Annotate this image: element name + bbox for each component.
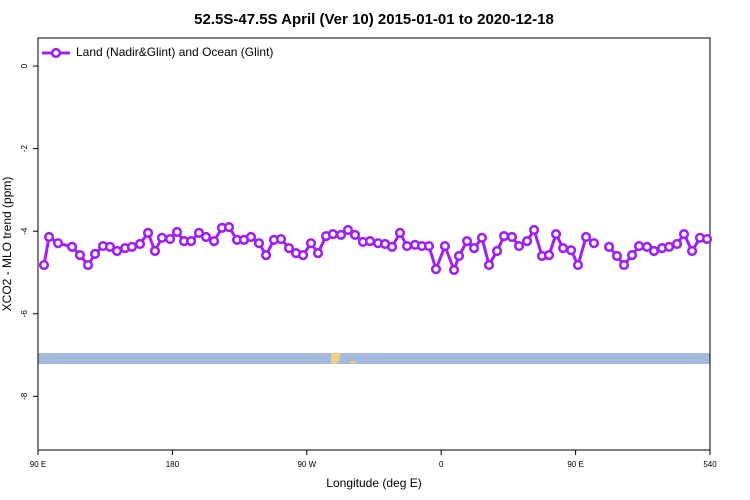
y-axis-label: XCO2 - MLO trend (ppm): [0, 177, 14, 312]
point: [245, 231, 257, 243]
point: [223, 221, 235, 233]
point: [528, 224, 540, 236]
point: [453, 250, 465, 262]
point: [498, 231, 510, 242]
point: [506, 231, 518, 243]
point: [663, 241, 675, 252]
point: [566, 245, 577, 256]
point: [200, 231, 212, 243]
point: [312, 247, 324, 259]
x-axis-label: Longitude (deg E): [326, 476, 421, 490]
point: [401, 240, 413, 252]
point: [126, 241, 138, 252]
land-patch: [331, 353, 341, 364]
point: [461, 236, 473, 247]
y-tick-label: -8: [20, 392, 29, 400]
point: [641, 241, 653, 252]
point: [394, 227, 406, 238]
surface-strip: [38, 353, 710, 364]
point: [468, 243, 480, 254]
x-tick-label: 180: [166, 460, 180, 469]
y-tick-label: -4: [20, 227, 29, 235]
point: [89, 248, 101, 260]
point: [208, 236, 220, 247]
y-tick-label: 0: [20, 63, 29, 68]
point: [335, 229, 347, 241]
point: [557, 243, 569, 254]
point: [342, 224, 354, 236]
x-tick-label: 90 W: [297, 460, 316, 469]
point: [52, 238, 64, 249]
chart-title: 52.5S-47.5S April (Ver 10) 2015-01-01 to…: [194, 11, 554, 28]
point: [588, 238, 600, 249]
point: [43, 231, 55, 243]
point: [38, 259, 50, 271]
point: [476, 232, 488, 243]
ocean-band: [38, 353, 710, 364]
point: [156, 232, 168, 243]
point: [193, 227, 205, 238]
point: [618, 259, 630, 271]
x-tick-label: 0: [439, 460, 444, 469]
point: [483, 259, 495, 271]
point: [686, 245, 698, 257]
land-patch: [350, 361, 356, 363]
point: [603, 241, 615, 252]
point: [74, 250, 86, 261]
point: [386, 241, 398, 252]
x-tick-label: 90 E: [567, 460, 583, 469]
point: [142, 227, 154, 238]
point: [82, 259, 94, 271]
y-tick-label: -2: [20, 145, 29, 153]
point: [671, 238, 683, 250]
point: [297, 250, 309, 261]
point: [253, 238, 265, 249]
point: [448, 264, 460, 276]
point: [572, 259, 584, 271]
legend-label: Land (Nadir&Glint) and Ocean (Glint): [76, 45, 273, 59]
point: [550, 228, 562, 240]
point: [305, 238, 317, 249]
point: [164, 233, 176, 245]
point: [283, 243, 295, 254]
point: [626, 250, 638, 261]
point: [491, 245, 503, 257]
point: [104, 241, 116, 252]
point: [364, 236, 376, 247]
plot-frame: [37, 37, 711, 451]
point: [611, 250, 623, 262]
x-tick-label: 90 E: [30, 460, 46, 469]
point: [349, 229, 361, 241]
point: [430, 264, 442, 275]
point: [134, 238, 146, 250]
point: [648, 245, 660, 257]
point: [171, 226, 183, 238]
point: [633, 240, 645, 252]
point: [701, 233, 713, 245]
point: [513, 240, 525, 252]
point: [149, 245, 161, 257]
point: [678, 228, 690, 240]
point: [185, 236, 197, 247]
point: [260, 250, 272, 261]
point: [580, 231, 592, 243]
point: [275, 233, 287, 245]
x-tick-label: 540: [703, 460, 717, 469]
point: [439, 240, 451, 252]
point: [66, 241, 78, 252]
point: [111, 245, 123, 257]
point: [423, 240, 435, 252]
point: [543, 250, 555, 261]
legend-marker: [50, 47, 62, 59]
point: [327, 228, 339, 240]
point: [521, 236, 533, 247]
y-tick-label: -6: [20, 310, 29, 318]
